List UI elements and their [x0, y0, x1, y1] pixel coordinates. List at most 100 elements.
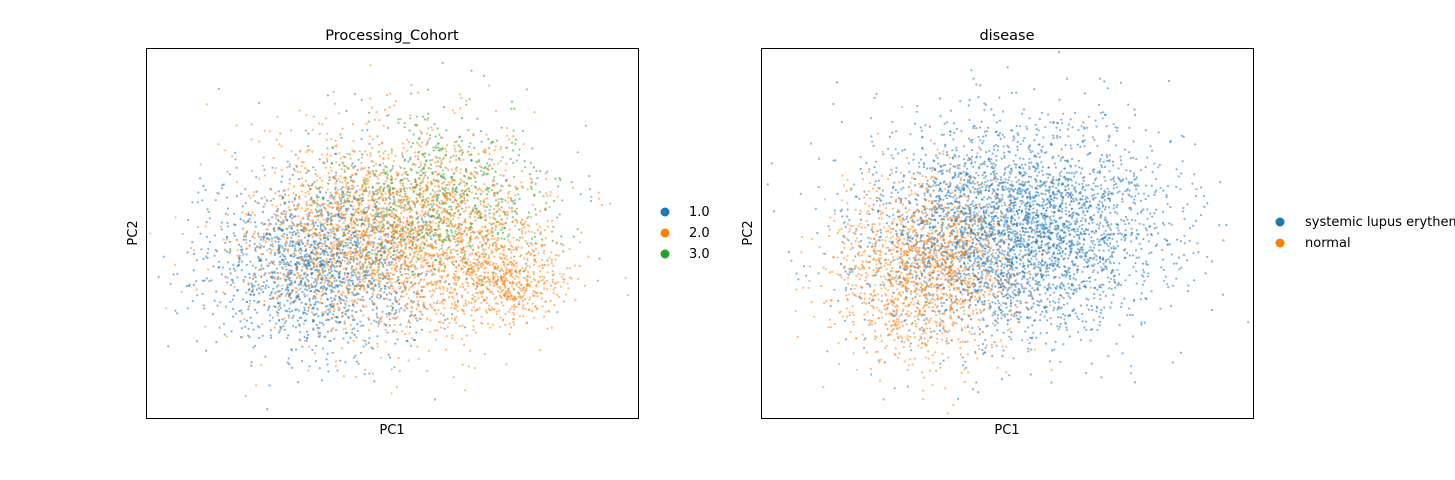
scatter-point	[436, 160, 440, 163]
scatter-point	[250, 361, 253, 364]
scatter-point	[325, 209, 328, 212]
scatter-point	[358, 299, 362, 302]
scatter-point	[381, 247, 384, 250]
scatter-point	[446, 326, 449, 329]
scatter-point	[460, 117, 464, 120]
scatter-point	[426, 200, 429, 203]
scatter-point	[297, 249, 300, 252]
scatter-point	[267, 219, 270, 222]
scatter-point	[262, 233, 265, 236]
scatter-point	[283, 322, 286, 325]
scatter-point	[453, 235, 456, 238]
scatter-point	[390, 240, 393, 243]
scatter-point	[399, 265, 402, 268]
scatter-point	[405, 244, 408, 247]
scatter-point	[403, 126, 406, 129]
scatter-point	[433, 273, 436, 276]
scatter-point	[248, 336, 251, 339]
scatter-point	[476, 196, 479, 199]
scatter-point	[346, 261, 349, 264]
scatter-point	[422, 167, 425, 170]
scatter-point	[453, 255, 456, 258]
scatter-point	[369, 230, 372, 233]
scatter-point	[328, 203, 331, 206]
scatter-point	[234, 269, 237, 272]
scatter-point	[344, 305, 347, 308]
scatter-point	[157, 276, 160, 279]
scatter-point	[363, 255, 367, 258]
scatter-point	[525, 252, 528, 255]
scatter-point	[382, 168, 385, 171]
scatter-point	[290, 227, 293, 230]
scatter-point	[420, 328, 423, 331]
scatter-point	[283, 328, 286, 331]
scatter-point	[333, 297, 336, 300]
scatter-point	[354, 288, 357, 291]
scatter-point	[337, 256, 341, 259]
scatter-point	[547, 225, 550, 228]
scatter-point	[330, 218, 334, 221]
scatter-point	[391, 302, 394, 305]
scatter-point	[477, 152, 480, 155]
scatter-point	[419, 195, 422, 198]
scatter-point	[401, 330, 404, 333]
scatter-point	[304, 288, 307, 291]
scatter-point	[382, 199, 385, 202]
scatter-point	[231, 155, 234, 158]
scatter-point	[234, 158, 237, 161]
scatter-point	[425, 159, 428, 162]
scatter-point	[242, 219, 245, 222]
scatter-point	[444, 257, 447, 260]
scatter-point	[407, 319, 411, 322]
scatter-point	[196, 340, 199, 343]
scatter-point	[365, 243, 368, 246]
scatter-point	[305, 249, 308, 252]
scatter-point	[402, 283, 405, 286]
scatter-point	[442, 221, 445, 224]
scatter-point	[381, 250, 384, 253]
scatter-point	[283, 304, 286, 307]
scatter-point	[596, 279, 599, 282]
scatter-point	[486, 228, 490, 231]
scatter-point	[259, 259, 262, 262]
scatter-point	[279, 271, 282, 275]
scatter-point	[409, 246, 412, 249]
scatter-point	[398, 308, 401, 311]
scatter-point	[494, 228, 497, 231]
scatter-point	[432, 194, 435, 197]
scatter-point	[376, 246, 379, 249]
scatter-point	[290, 224, 293, 227]
scatter-point	[295, 308, 298, 311]
scatter-point	[406, 216, 409, 219]
scatter-point	[356, 184, 359, 187]
scatter-point	[283, 235, 286, 238]
scatter-point	[397, 198, 400, 201]
scatter-point	[355, 293, 358, 296]
scatter-point	[457, 204, 460, 207]
scatter-point	[487, 322, 490, 325]
scatter-point	[334, 178, 337, 181]
scatter-point	[406, 219, 409, 222]
scatter-point	[301, 359, 304, 362]
scatter-point	[441, 182, 444, 185]
scatter-point	[251, 235, 254, 238]
scatter-point	[264, 287, 267, 290]
scatter-point	[288, 307, 291, 310]
scatter-point	[498, 208, 501, 211]
scatter-point	[338, 216, 341, 219]
scatter-point	[319, 191, 322, 194]
scatter-point	[432, 202, 435, 205]
scatter-point	[398, 310, 401, 313]
scatter-point	[346, 309, 349, 313]
scatter-point	[468, 190, 471, 193]
scatter-point	[361, 243, 364, 246]
scatter-point	[445, 150, 448, 153]
scatter-point	[294, 247, 297, 250]
scatter-point	[506, 211, 509, 214]
scatter-point	[401, 253, 404, 256]
scatter-point	[424, 211, 427, 214]
scatter-point	[378, 164, 381, 167]
scatter-point	[434, 146, 438, 149]
scatter-point	[460, 195, 463, 198]
scatter-point	[510, 100, 514, 103]
